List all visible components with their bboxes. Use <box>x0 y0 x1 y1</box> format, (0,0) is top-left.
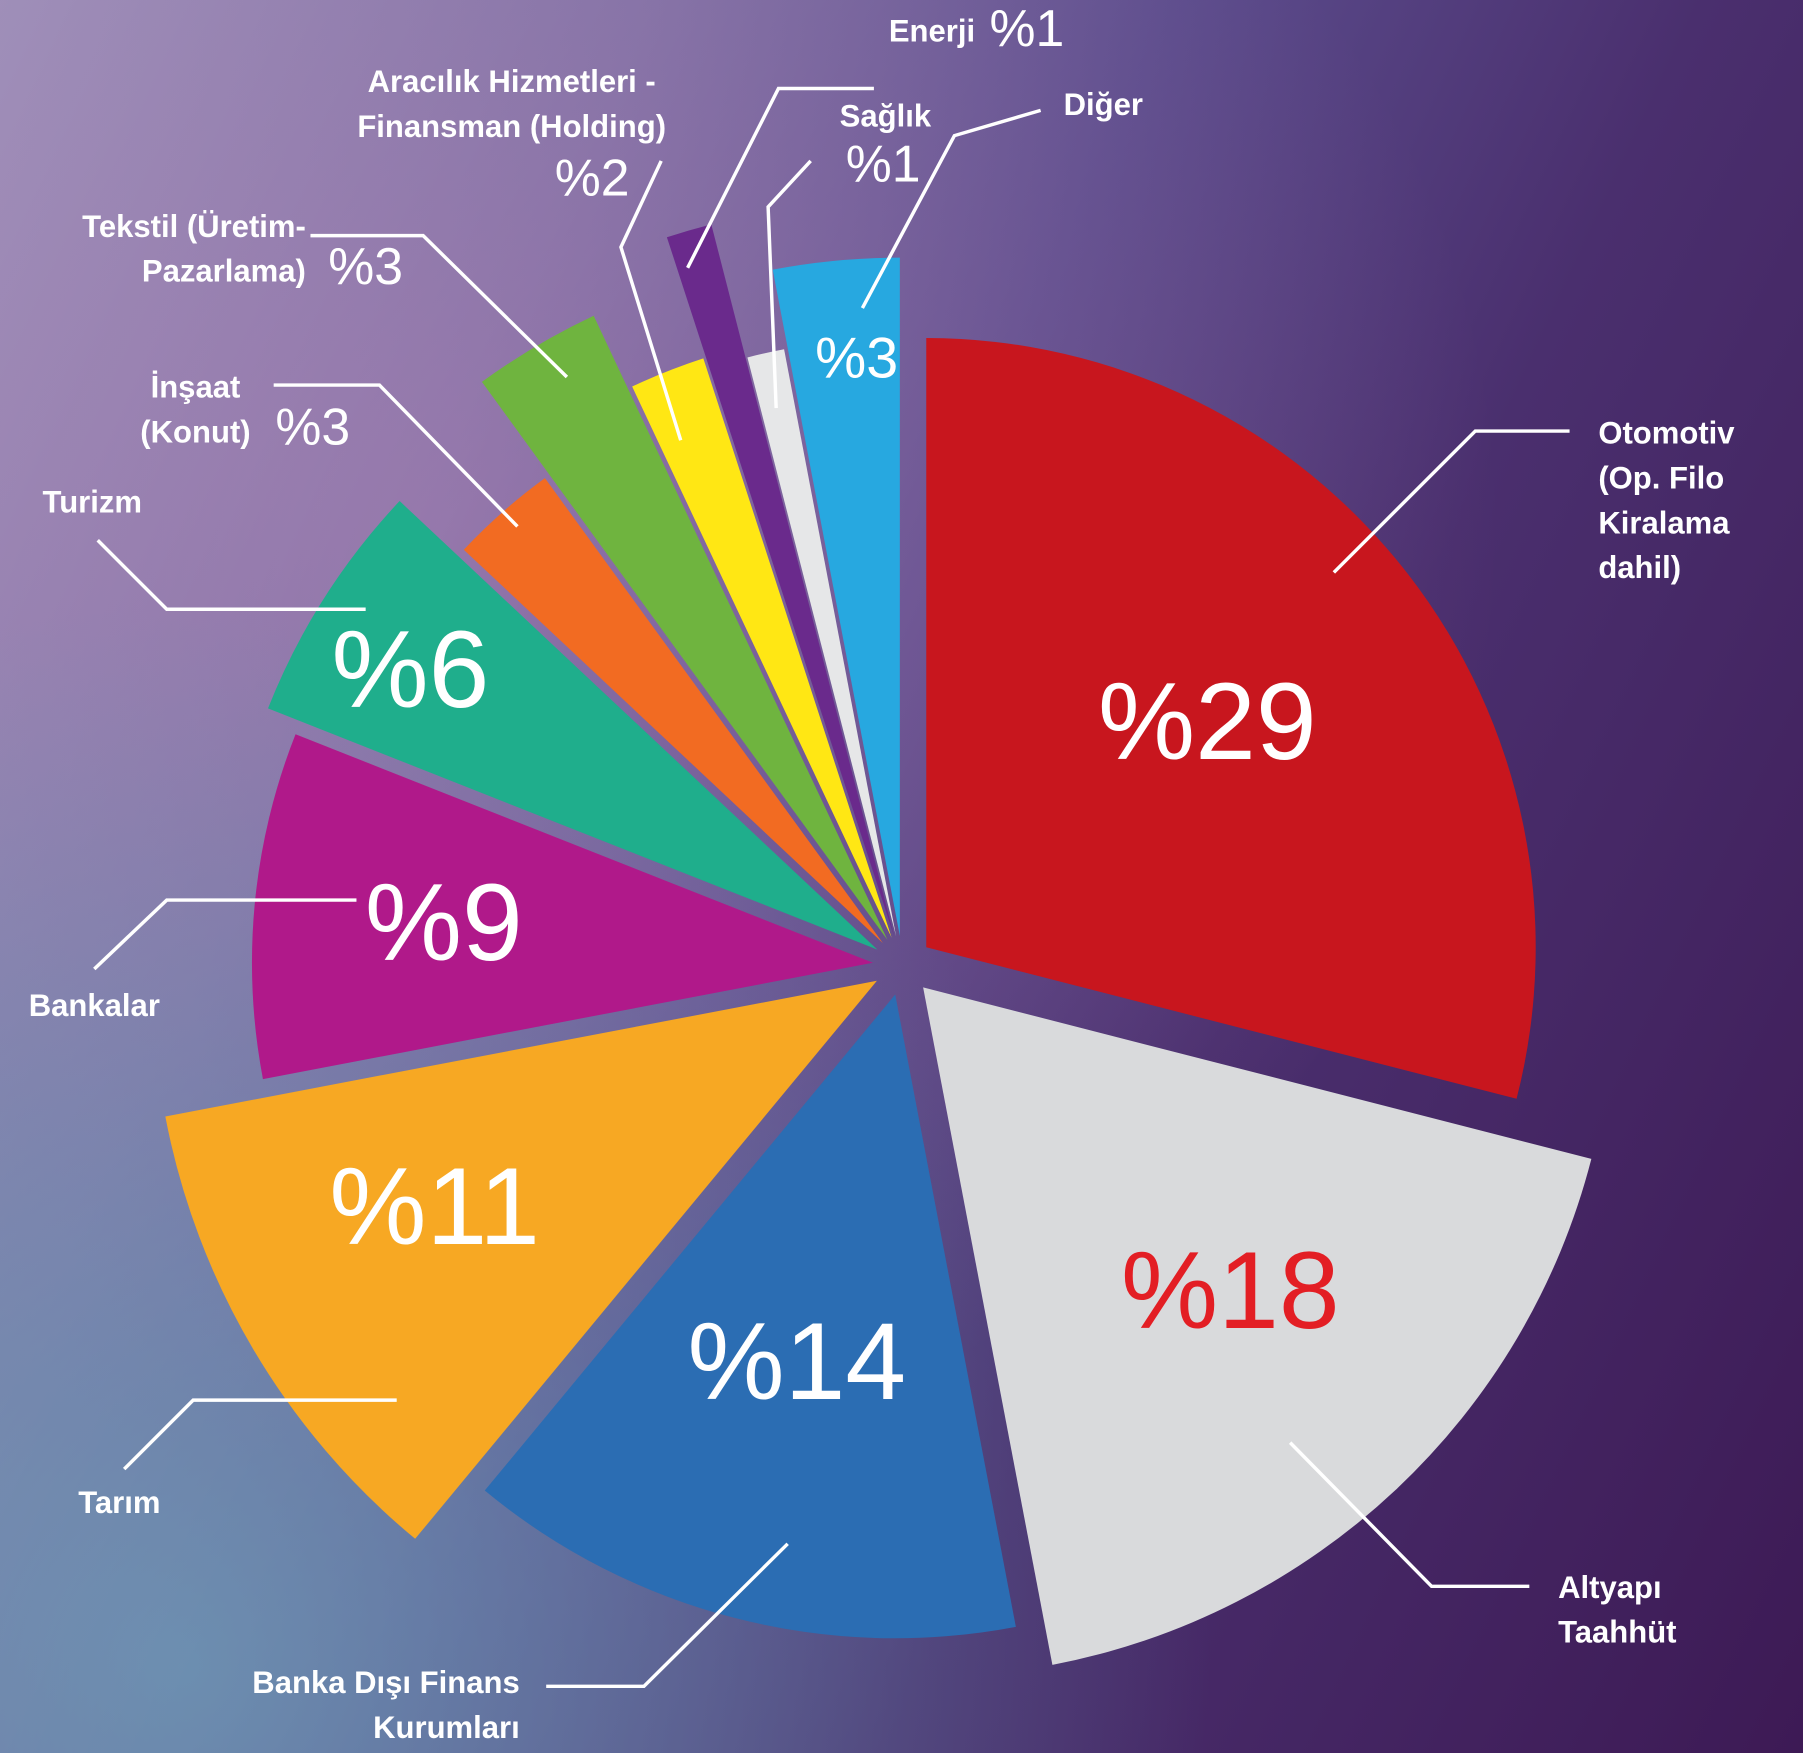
value-label: %3 <box>815 326 898 390</box>
leader-line <box>546 1542 789 1689</box>
category-label: Aracılık Hizmetleri - Finansman (Holding… <box>357 64 667 144</box>
pie-slice <box>772 257 900 936</box>
category-label: Tekstil (Üretim-Pazarlama) <box>82 209 306 289</box>
category-label: Banka Dışı Finans Kurumları <box>252 1665 520 1745</box>
category-label: İnşaat (Konut) <box>140 370 251 450</box>
pie-slice <box>251 734 873 1080</box>
pie-slice <box>923 987 1592 1665</box>
pie-slice <box>481 315 888 940</box>
category-label: Bankalar <box>28 988 160 1024</box>
category-label: Turizm <box>42 485 143 520</box>
value-label: %1 <box>989 0 1064 57</box>
leader-line <box>686 86 874 269</box>
leader-line <box>273 383 519 528</box>
pie-slice <box>268 501 878 950</box>
pie-slice <box>632 358 892 938</box>
category-label: Sağlık <box>839 98 932 134</box>
value-label: %3 <box>328 237 403 295</box>
leader-line <box>619 160 683 441</box>
value-label: %14 <box>688 1301 907 1423</box>
pie-slice <box>747 349 897 937</box>
leader-line <box>860 108 1042 309</box>
value-label: %29 <box>1098 661 1317 783</box>
pie-slice <box>463 478 883 944</box>
leader-line <box>1332 429 1570 574</box>
pie-slice <box>926 338 1536 1099</box>
leader-line <box>1288 1441 1530 1589</box>
leader-line <box>310 233 569 379</box>
category-label: Enerji <box>888 13 976 49</box>
value-label: %3 <box>275 398 350 456</box>
pie-slice <box>666 224 895 937</box>
leader-line <box>93 898 357 971</box>
category-label: Tarım <box>78 1485 161 1520</box>
category-label: Altyapı Taahhüt <box>1558 1570 1677 1650</box>
leader-line <box>96 539 366 611</box>
leader-line <box>122 1398 397 1471</box>
value-label: %11 <box>329 1146 540 1268</box>
value-label: %1 <box>846 135 921 193</box>
value-label: %2 <box>555 148 630 206</box>
value-label: %6 <box>332 609 490 731</box>
pie-slice <box>484 994 1016 1639</box>
category-label: Otomotiv (Op. Filo Kiralama dahil) <box>1598 416 1735 586</box>
leader-line <box>766 159 812 409</box>
value-label: %18 <box>1121 1230 1340 1352</box>
category-label: Diğer <box>1063 87 1144 122</box>
value-label: %9 <box>365 862 523 984</box>
